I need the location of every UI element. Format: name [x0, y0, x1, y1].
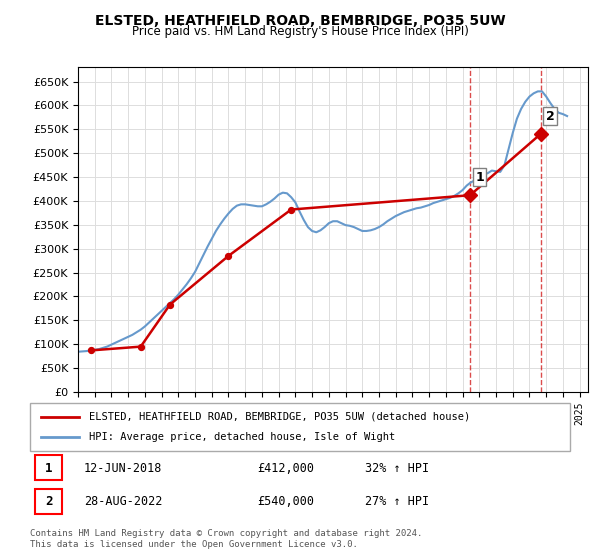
Text: £540,000: £540,000	[257, 496, 314, 508]
Text: ELSTED, HEATHFIELD ROAD, BEMBRIDGE, PO35 5UW: ELSTED, HEATHFIELD ROAD, BEMBRIDGE, PO35…	[95, 14, 505, 28]
Text: ELSTED, HEATHFIELD ROAD, BEMBRIDGE, PO35 5UW (detached house): ELSTED, HEATHFIELD ROAD, BEMBRIDGE, PO35…	[89, 412, 470, 422]
FancyBboxPatch shape	[35, 488, 62, 514]
Text: 1: 1	[475, 171, 484, 184]
Point	[86, 346, 95, 355]
Text: 2: 2	[45, 496, 53, 508]
Point	[224, 251, 233, 260]
Point	[466, 191, 475, 200]
Point	[286, 205, 296, 214]
Text: Price paid vs. HM Land Registry's House Price Index (HPI): Price paid vs. HM Land Registry's House …	[131, 25, 469, 38]
Text: 2: 2	[545, 110, 554, 123]
Point	[136, 342, 146, 351]
Text: 28-AUG-2022: 28-AUG-2022	[84, 496, 163, 508]
Text: 12-JUN-2018: 12-JUN-2018	[84, 462, 163, 475]
Text: Contains HM Land Registry data © Crown copyright and database right 2024.
This d: Contains HM Land Registry data © Crown c…	[30, 529, 422, 549]
FancyBboxPatch shape	[30, 403, 570, 451]
Point	[536, 129, 545, 138]
FancyBboxPatch shape	[35, 455, 62, 480]
Text: HPI: Average price, detached house, Isle of Wight: HPI: Average price, detached house, Isle…	[89, 432, 395, 442]
Point	[165, 300, 175, 309]
Text: 27% ↑ HPI: 27% ↑ HPI	[365, 496, 429, 508]
Text: 32% ↑ HPI: 32% ↑ HPI	[365, 462, 429, 475]
Text: £412,000: £412,000	[257, 462, 314, 475]
Text: 1: 1	[45, 462, 53, 475]
